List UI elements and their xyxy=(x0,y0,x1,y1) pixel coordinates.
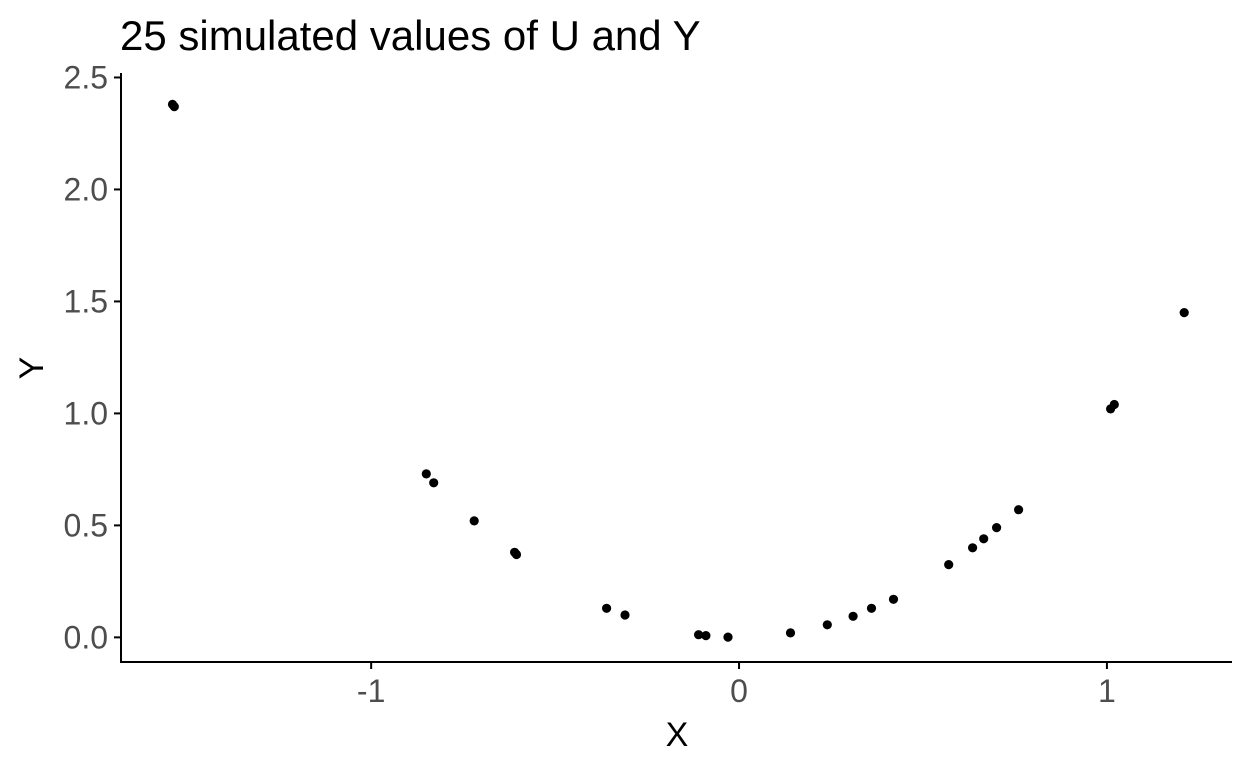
data-point-13 xyxy=(785,628,796,638)
y-axis-ticks: 0.0 0.5 1.0 1.5 2.0 2.5 xyxy=(64,59,121,655)
data-point-21 xyxy=(992,523,1002,533)
chart-title: 25 simulated values of U and Y xyxy=(120,12,701,59)
x-tick-label: -1 xyxy=(357,673,385,709)
y-tick-label: 1.0 xyxy=(64,395,108,431)
data-point-19 xyxy=(968,543,978,553)
data-point-14 xyxy=(822,620,832,630)
y-tick-label: 2.0 xyxy=(64,171,108,207)
data-point-11 xyxy=(701,631,711,641)
x-tick-label: 0 xyxy=(730,673,748,709)
data-point-3 xyxy=(421,469,431,479)
data-point-25 xyxy=(1179,308,1189,318)
data-point-4 xyxy=(429,478,439,488)
y-tick-label: 0.5 xyxy=(64,507,108,543)
x-tick-label: 1 xyxy=(1098,673,1116,709)
data-point-2 xyxy=(169,102,179,112)
y-axis-label: Y xyxy=(13,357,51,380)
x-axis-ticks: -1 0 1 xyxy=(357,662,1116,709)
y-tick-label: 0.0 xyxy=(64,619,108,655)
data-point-22 xyxy=(1014,505,1024,515)
y-tick-label: 1.5 xyxy=(64,283,108,319)
data-point-5 xyxy=(469,516,479,526)
data-point-24 xyxy=(1109,399,1119,410)
data-point-7 xyxy=(511,549,522,560)
y-tick-label: 2.5 xyxy=(64,59,108,95)
data-point-12 xyxy=(723,632,733,642)
x-axis-label: X xyxy=(666,716,689,754)
data-point-15 xyxy=(848,611,858,621)
data-point-18 xyxy=(944,560,954,570)
plot-area xyxy=(167,99,1189,642)
data-point-16 xyxy=(866,603,877,613)
data-point-20 xyxy=(979,534,989,544)
data-point-17 xyxy=(888,594,899,604)
data-point-10 xyxy=(694,630,704,640)
data-point-9 xyxy=(620,610,630,620)
data-point-8 xyxy=(602,603,612,613)
